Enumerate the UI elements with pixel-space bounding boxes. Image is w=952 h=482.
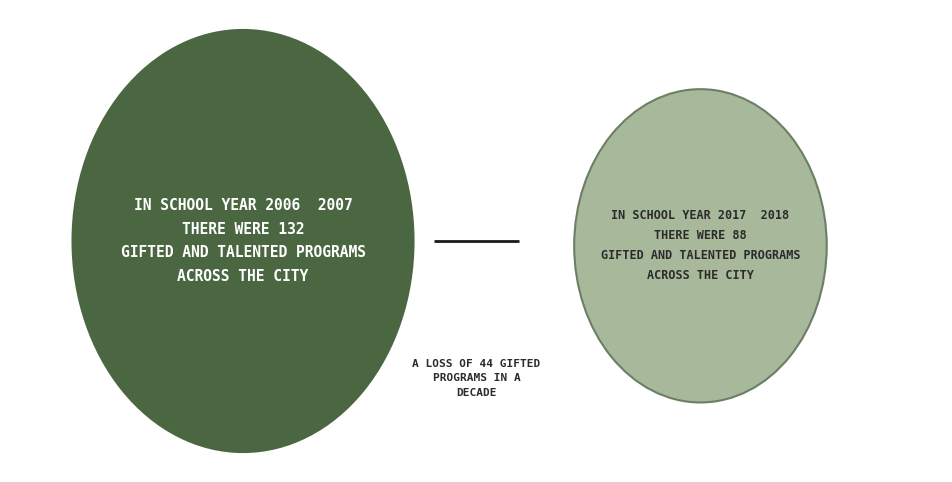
Ellipse shape	[573, 89, 825, 402]
Text: IN SCHOOL YEAR 2017  2018
THERE WERE 88
GIFTED AND TALENTED PROGRAMS
ACROSS THE : IN SCHOOL YEAR 2017 2018 THERE WERE 88 G…	[600, 209, 800, 282]
Text: A LOSS OF 44 GIFTED
PROGRAMS IN A
DECADE: A LOSS OF 44 GIFTED PROGRAMS IN A DECADE	[412, 359, 540, 398]
Text: IN SCHOOL YEAR 2006  2007
THERE WERE 132
GIFTED AND TALENTED PROGRAMS
ACROSS THE: IN SCHOOL YEAR 2006 2007 THERE WERE 132 …	[120, 199, 366, 283]
Ellipse shape	[71, 29, 414, 453]
